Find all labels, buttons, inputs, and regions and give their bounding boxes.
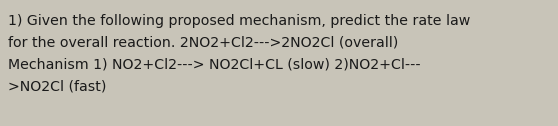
Text: Mechanism 1) NO2+Cl2---> NO2Cl+CL (slow) 2)NO2+Cl---: Mechanism 1) NO2+Cl2---> NO2Cl+CL (slow)… — [8, 58, 421, 72]
Text: >NO2Cl (fast): >NO2Cl (fast) — [8, 80, 107, 94]
Text: 1) Given the following proposed mechanism, predict the rate law: 1) Given the following proposed mechanis… — [8, 14, 470, 28]
Text: for the overall reaction. 2NO2+Cl2--->2NO2Cl (overall): for the overall reaction. 2NO2+Cl2--->2N… — [8, 36, 398, 50]
